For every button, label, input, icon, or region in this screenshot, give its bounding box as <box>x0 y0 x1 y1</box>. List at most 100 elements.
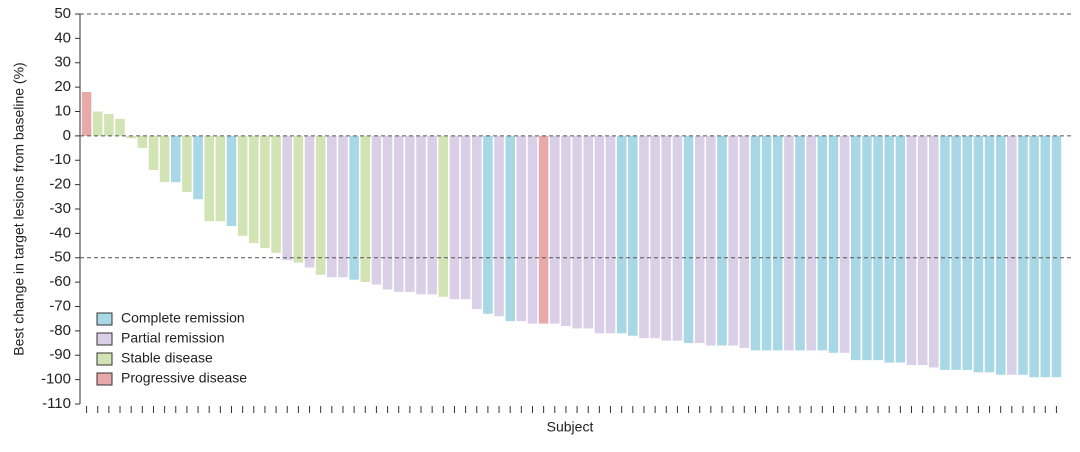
bar <box>628 135 638 336</box>
bar <box>583 135 593 329</box>
bar <box>237 135 248 236</box>
bar <box>795 135 805 351</box>
bar <box>315 135 326 275</box>
bar <box>683 135 694 344</box>
bar <box>260 135 270 248</box>
bar <box>973 135 984 373</box>
legend-swatch <box>96 352 113 366</box>
bar <box>873 135 883 361</box>
bar <box>483 135 493 314</box>
bar <box>594 135 605 334</box>
bar <box>572 135 582 329</box>
bar <box>170 135 181 183</box>
bar <box>471 135 482 309</box>
bar <box>605 135 616 334</box>
bar <box>839 135 850 353</box>
bar <box>215 135 226 222</box>
legend-label: Stable disease <box>121 350 213 366</box>
bar <box>460 135 471 300</box>
bar <box>784 135 794 351</box>
legend-label: Complete remission <box>121 310 245 326</box>
bar <box>962 135 973 370</box>
bar <box>293 135 304 263</box>
y-tick-label: 50 <box>54 5 71 22</box>
bar <box>371 135 382 285</box>
bar <box>951 135 961 370</box>
bar <box>382 135 393 290</box>
bar <box>806 135 816 351</box>
bar <box>561 135 571 326</box>
y-axis-label: Best change in target lesions from basel… <box>11 62 27 355</box>
bar <box>817 135 828 351</box>
bar <box>104 113 114 136</box>
bar <box>750 135 761 351</box>
bar <box>850 135 861 361</box>
bar <box>505 135 515 322</box>
y-tick-label: -110 <box>42 395 71 412</box>
bar <box>282 135 293 261</box>
bar <box>249 135 259 244</box>
bar <box>717 135 727 346</box>
y-tick-label: -100 <box>41 371 71 388</box>
bar <box>405 135 415 292</box>
bar <box>995 135 1006 375</box>
bar <box>639 135 649 339</box>
y-tick-label: -50 <box>49 249 71 266</box>
bar <box>115 118 125 136</box>
y-tick-label: 20 <box>54 78 71 95</box>
y-tick-label: -90 <box>49 346 71 363</box>
x-axis-label: Subject <box>547 419 594 435</box>
bar <box>338 135 348 278</box>
bar <box>416 135 426 295</box>
bar <box>349 135 359 280</box>
bar <box>884 135 894 363</box>
y-tick-label: -60 <box>49 273 71 290</box>
bar <box>661 135 672 341</box>
bar <box>193 135 203 200</box>
bar <box>828 135 839 353</box>
bar <box>159 135 170 183</box>
bar <box>81 92 92 136</box>
bar <box>739 135 750 348</box>
y-tick-label: 0 <box>63 127 71 144</box>
bar <box>92 111 103 136</box>
y-tick-label: 40 <box>54 29 71 46</box>
bar <box>917 135 928 365</box>
legend-swatch <box>96 312 113 326</box>
bar <box>862 135 872 361</box>
bar <box>204 135 214 222</box>
bar <box>929 135 939 368</box>
bar <box>226 135 237 227</box>
bar <box>126 135 136 139</box>
bar <box>984 135 995 373</box>
bar <box>895 135 906 363</box>
bar <box>148 135 159 170</box>
y-tick-label: -20 <box>49 176 71 193</box>
bar <box>304 135 315 268</box>
bar <box>449 135 460 300</box>
bar <box>271 135 281 253</box>
bar <box>1018 135 1028 375</box>
bar <box>728 135 738 346</box>
bar <box>550 135 560 324</box>
legend-label: Partial remission <box>121 330 224 346</box>
bar <box>438 135 449 297</box>
y-tick-label: 30 <box>54 54 71 71</box>
y-tick-label: -80 <box>49 322 71 339</box>
bar <box>650 135 660 339</box>
bar <box>360 135 371 283</box>
y-tick-label: -40 <box>49 224 71 241</box>
bar <box>527 135 538 324</box>
bar <box>706 135 716 346</box>
legend-swatch <box>96 332 113 346</box>
y-tick-label: 10 <box>54 102 71 119</box>
bar <box>427 135 437 295</box>
bar <box>494 135 504 317</box>
y-tick-label: -70 <box>49 297 71 314</box>
bar <box>393 135 404 292</box>
bar <box>761 135 772 351</box>
bar <box>672 135 683 341</box>
y-tick-label: -30 <box>49 200 71 217</box>
y-tick-label: -10 <box>49 151 71 168</box>
